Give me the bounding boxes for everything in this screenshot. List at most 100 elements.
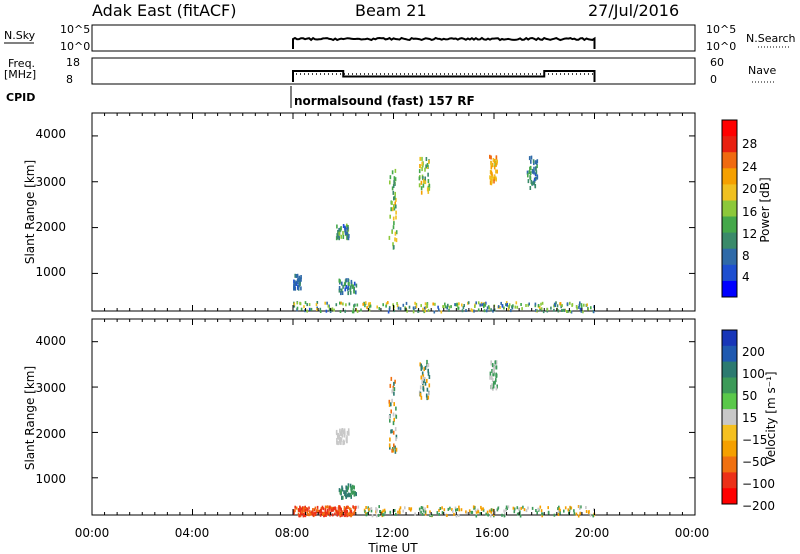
velocity-cell <box>490 508 493 512</box>
velocity-cell <box>492 381 495 386</box>
power-ytick-1000: 1000 <box>35 265 66 279</box>
velocity-cell <box>341 433 344 438</box>
velocity-cell <box>321 511 323 515</box>
power-colorbar <box>722 120 737 298</box>
velocity-cell <box>531 506 534 510</box>
velocity-cell <box>419 511 421 515</box>
velocity-cell <box>495 374 497 378</box>
power-cell <box>586 303 588 307</box>
power-cell <box>393 221 395 226</box>
velocity-cbar-label: Velocity [m s⁻¹] <box>764 371 778 464</box>
velocity-colorbar <box>722 330 737 505</box>
power-cell <box>455 303 457 307</box>
velocity-cell <box>349 510 352 514</box>
power-cell <box>463 304 465 307</box>
velocity-cell <box>573 509 575 513</box>
velocity-cell <box>370 507 373 510</box>
velocity-cell <box>516 506 519 510</box>
velocity-cell <box>421 506 424 510</box>
cpid-text: normalsound (fast) 157 RF <box>294 94 475 108</box>
power-cell <box>344 279 347 284</box>
power-cell <box>348 302 351 306</box>
power-cell <box>529 186 532 190</box>
power-cell <box>300 277 302 281</box>
velocity-cell <box>340 431 342 436</box>
power-cell <box>535 308 537 312</box>
nave-label: Nave <box>748 64 776 77</box>
power-cell <box>457 306 460 310</box>
velocity-cell <box>480 507 483 511</box>
power-cell <box>582 310 584 314</box>
velocity-cell <box>458 514 460 517</box>
vel-cbar-tick-m200: −200 <box>742 499 775 513</box>
velocity-cell <box>451 508 453 512</box>
power-cell <box>576 306 578 310</box>
velocity-cell <box>348 511 351 515</box>
velocity-cell <box>331 513 334 517</box>
velocity-cell <box>458 508 461 512</box>
velocity-cell <box>329 505 331 509</box>
power-cell <box>569 301 571 305</box>
power-cell <box>500 301 502 305</box>
power-cell <box>510 309 512 313</box>
nsky-label: N.Sky <box>4 29 36 42</box>
power-cell <box>382 303 384 307</box>
power-cell <box>387 310 390 314</box>
velocity-cell <box>343 510 346 513</box>
power-cell <box>420 186 423 191</box>
power-cell <box>393 176 396 181</box>
power-cell <box>426 305 429 308</box>
power-cell <box>306 309 308 313</box>
velocity-cell <box>477 508 479 512</box>
power-cell <box>319 310 322 313</box>
velocity-cell <box>391 448 393 453</box>
velocity-cell <box>340 508 342 512</box>
power-cell <box>353 289 355 294</box>
power-cell <box>427 179 430 183</box>
velocity-cell <box>297 512 300 516</box>
power-cell <box>348 234 350 238</box>
power-cell <box>423 310 425 314</box>
velocity-cell <box>468 509 471 513</box>
power-cell <box>437 305 439 309</box>
power-cell <box>571 303 574 307</box>
power-cell <box>490 308 492 312</box>
velocity-cell <box>338 505 341 509</box>
velocity-ytick-3000: 3000 <box>35 381 66 395</box>
power-cell <box>530 159 532 164</box>
power-axis-ticks <box>91 113 696 311</box>
velocity-cell <box>496 508 499 512</box>
power-cell <box>521 307 523 311</box>
velocity-cell <box>480 505 482 509</box>
velocity-cell <box>559 509 561 513</box>
colorbar-swatch <box>722 200 737 218</box>
power-cell <box>585 303 588 307</box>
velocity-cell <box>341 485 343 490</box>
power-cell <box>556 304 559 308</box>
velocity-cell <box>347 483 350 488</box>
nsky-trace <box>292 36 596 49</box>
velocity-cell <box>503 509 505 513</box>
velocity-cell <box>429 512 432 516</box>
power-cell <box>516 305 519 309</box>
velocity-cell <box>420 510 422 514</box>
power-cell <box>515 301 518 305</box>
power-cell <box>294 273 296 278</box>
freq-panel-frame <box>91 57 696 85</box>
velocity-cell <box>497 506 499 510</box>
power-cell <box>365 301 367 305</box>
power-cell <box>527 179 530 184</box>
velocity-cell <box>418 507 421 511</box>
power-cell <box>369 304 372 308</box>
power-cell <box>414 306 417 310</box>
power-cell <box>467 301 470 305</box>
power-cell <box>341 291 344 295</box>
power-panel-frame <box>91 112 696 312</box>
power-cell <box>419 164 422 169</box>
power-cell <box>534 176 537 181</box>
velocity-cell <box>426 363 429 368</box>
nave-tick-bottom: 0 <box>710 73 717 86</box>
power-cell <box>505 301 508 305</box>
velocity-cell <box>446 514 448 517</box>
